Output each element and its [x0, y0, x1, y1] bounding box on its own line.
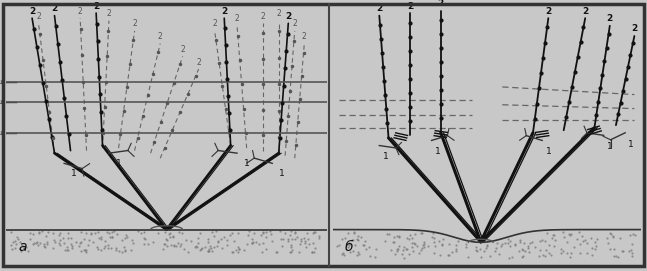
- Text: 1: 1: [382, 153, 388, 162]
- Text: 2: 2: [260, 12, 265, 21]
- Text: 2: 2: [212, 19, 217, 28]
- Text: 2: 2: [276, 9, 281, 18]
- Text: 2: 2: [376, 4, 382, 13]
- Text: 2: 2: [36, 12, 41, 21]
- Text: 2: 2: [235, 14, 239, 23]
- Text: 2: 2: [221, 7, 227, 16]
- Text: 2: 2: [631, 24, 637, 33]
- Text: а: а: [18, 240, 27, 254]
- Text: 1: 1: [628, 140, 634, 149]
- Text: 2: 2: [107, 9, 111, 18]
- Text: 2: 2: [93, 2, 99, 11]
- Text: 2: 2: [158, 32, 162, 41]
- Text: 2: 2: [196, 57, 201, 67]
- Text: 1: 1: [435, 147, 441, 156]
- Text: 1: 1: [545, 147, 551, 156]
- Text: 2: 2: [78, 7, 83, 16]
- Text: ш: ш: [0, 130, 3, 136]
- Text: 2: 2: [545, 7, 551, 16]
- Text: 2: 2: [51, 4, 58, 13]
- Text: 2: 2: [437, 0, 444, 8]
- Text: б: б: [344, 240, 353, 254]
- Text: 1: 1: [244, 159, 250, 168]
- Text: 2: 2: [132, 19, 137, 28]
- Text: 2: 2: [607, 14, 613, 23]
- Text: 1: 1: [279, 169, 285, 178]
- Text: 2: 2: [407, 2, 413, 11]
- Text: 2: 2: [582, 7, 588, 16]
- Text: 2: 2: [302, 32, 307, 41]
- Text: 1: 1: [116, 159, 122, 168]
- Text: 2: 2: [292, 19, 297, 28]
- Text: ш: ш: [0, 99, 3, 105]
- Text: 2: 2: [285, 12, 291, 21]
- Text: 2: 2: [181, 45, 185, 54]
- Text: ш: ш: [0, 79, 3, 85]
- Text: 1: 1: [607, 142, 613, 151]
- Text: 1: 1: [71, 169, 76, 178]
- Text: 2: 2: [29, 7, 35, 16]
